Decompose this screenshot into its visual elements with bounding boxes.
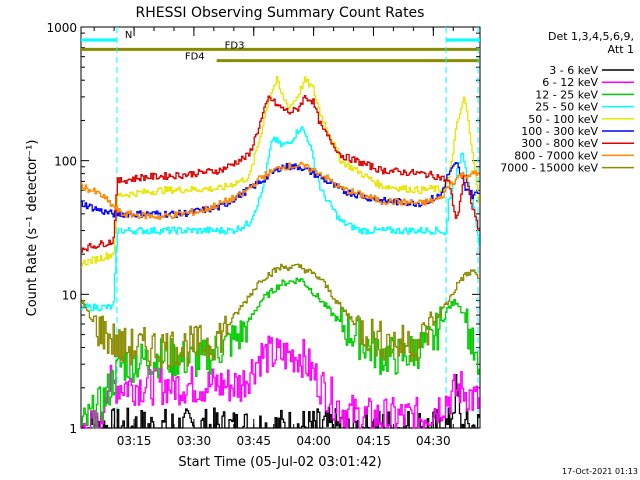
legend-label: 3 - 6 keV — [549, 64, 598, 77]
legend-label: 300 - 800 keV — [521, 137, 598, 150]
legend-label: 7000 - 15000 keV — [500, 162, 598, 175]
y-tick-label: 10 — [62, 288, 77, 302]
attenuator-label: N — [125, 30, 132, 41]
series-line-1 — [81, 335, 480, 429]
x-tick-label: 03:15 — [117, 434, 152, 448]
y-tick-label: 1 — [69, 422, 77, 436]
legend-label: 100 - 300 keV — [521, 125, 598, 138]
x-tick-label: 04:00 — [296, 434, 331, 448]
x-axis-label: Start Time (05-Jul-02 03:01:42) — [178, 455, 381, 470]
x-tick-label: 04:30 — [416, 434, 451, 448]
y-axis-label: Count Rate (s⁻¹ detector⁻¹) — [25, 140, 40, 317]
attenuator-label: FD4 — [185, 52, 205, 63]
chart-title: RHESSI Observing Summary Count Rates — [136, 5, 425, 21]
series-line-7 — [81, 161, 480, 220]
legend-label: 800 - 7000 keV — [514, 149, 598, 162]
series-line-3 — [81, 126, 480, 312]
legend-label: 12 - 25 keV — [535, 88, 598, 101]
legend-header-detectors: Det 1,3,4,5,6,9, — [548, 30, 634, 43]
series-line-4 — [81, 76, 480, 268]
x-tick-label: 03:30 — [177, 434, 212, 448]
attenuator-label: FD3 — [225, 40, 245, 51]
plot-area: 1 10 100 1000 03:15 03:30 03:45 04:00 04:15 04:30… — [46, 21, 481, 448]
legend-label: 25 - 50 keV — [535, 101, 598, 114]
y-tick-label: 1000 — [46, 21, 77, 35]
x-tick-label: 03:45 — [236, 434, 271, 448]
x-tick-label: 04:15 — [356, 434, 391, 448]
legend-label: 50 - 100 keV — [528, 113, 598, 126]
footer-date: 17-Oct-2021 01:13 — [562, 467, 638, 476]
legend-header-attenuator: Att 1 — [608, 43, 634, 56]
series-line-6 — [81, 94, 480, 253]
legend-label: 6 - 12 keV — [542, 76, 598, 89]
series-line-8 — [81, 263, 480, 369]
y-tick-label: 100 — [54, 155, 77, 169]
